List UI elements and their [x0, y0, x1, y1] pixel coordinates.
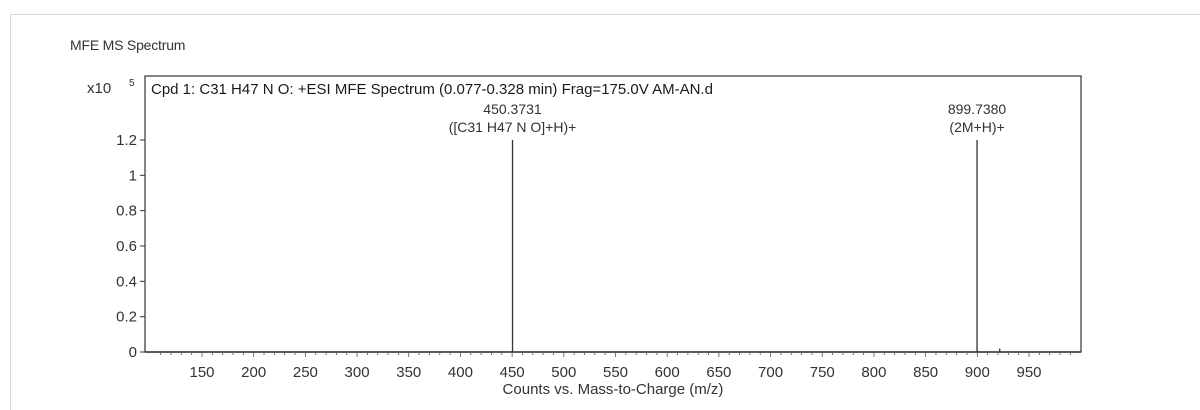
y-tick-label: 1.2 — [116, 132, 137, 149]
y-tick-label: 0.8 — [116, 203, 137, 220]
x-axis: 150 200 250 300 350 400 450 500 550 600 650 700 750 8… — [145, 351, 1081, 381]
x-axis-label: Counts vs. Mass-to-Charge (m/z) — [503, 381, 724, 398]
x-tick-label: 750 — [810, 364, 835, 381]
x-tick-label: 150 — [189, 364, 214, 381]
y-tick-label: 0.2 — [116, 309, 137, 326]
y-tick-label: 0.4 — [116, 273, 137, 290]
spectrum-panel — [10, 14, 1200, 410]
x-tick-label: 950 — [1016, 364, 1041, 381]
x-tick-label: 900 — [965, 364, 990, 381]
x-tick-label: 250 — [293, 364, 318, 381]
peak-annotation: (2M+H)+ — [949, 119, 1004, 135]
x-tick-label: 650 — [706, 364, 731, 381]
chart-title: Cpd 1: C31 H47 N O: +ESI MFE Spectrum (0… — [151, 81, 713, 98]
y-tick-label: 1 — [129, 167, 137, 184]
x-tick-label: 700 — [758, 364, 783, 381]
peak-annotation: ([C31 H47 N O]+H)+ — [449, 119, 577, 135]
x-tick-label: 500 — [551, 364, 576, 381]
x-tick-label: 200 — [241, 364, 266, 381]
peaks: 450.3731 ([C31 H47 N O]+H)+ 899.7380 (2M+H)… — [449, 101, 1007, 352]
y-axis: 0 0.2 0.4 0.6 0.8 1 1.2 — [116, 132, 145, 361]
y-tick-label: 0 — [129, 344, 137, 361]
peak-mz-label: 450.3731 — [483, 101, 542, 117]
y-exponent: 5 — [129, 78, 135, 89]
plot-frame — [144, 75, 1082, 353]
x-tick-label: 450 — [500, 364, 525, 381]
peak-mz-label: 899.7380 — [948, 101, 1007, 117]
x-tick-label: 600 — [655, 364, 680, 381]
x-tick-label: 350 — [396, 364, 421, 381]
x-tick-label: 550 — [603, 364, 628, 381]
x-tick-label: 300 — [345, 364, 370, 381]
y-tick-label: 0.6 — [116, 238, 137, 255]
x-tick-label: 850 — [913, 364, 938, 381]
x-tick-label: 400 — [448, 364, 473, 381]
x-tick-label: 800 — [861, 364, 886, 381]
panel-title: MFE MS Spectrum — [70, 37, 186, 53]
y-multiplier: x10 — [87, 80, 111, 97]
